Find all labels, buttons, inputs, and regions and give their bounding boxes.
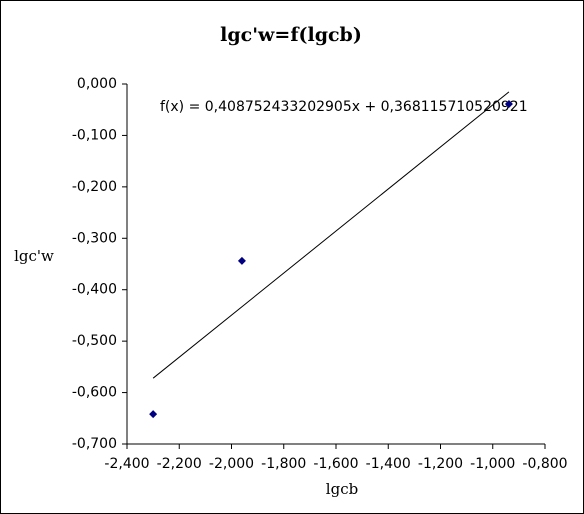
point (237, 256, 246, 265)
y-tick-label: -0,100 (72, 127, 117, 143)
trendline-equation: f(x) = 0,408752433202905x + 0,3681157105… (160, 99, 528, 115)
y-tick-label: -0,300 (72, 230, 117, 246)
y-axis-title: lgc'w (14, 247, 54, 265)
y-tick-label: -0,600 (72, 385, 117, 401)
x-tick-label: -1,800 (261, 456, 306, 472)
x-tick-label: -1,000 (470, 456, 515, 472)
y-tick-label: -0,400 (72, 282, 117, 298)
x-tick-label: -1,400 (366, 456, 411, 472)
x-tick-label: -1,600 (313, 456, 358, 472)
y-tick-label: -0,500 (72, 333, 117, 349)
x-tick-label: -2,400 (104, 456, 149, 472)
point (504, 100, 513, 109)
x-tick-label: -2,000 (209, 456, 254, 472)
x-axis-title: lgcb (326, 480, 358, 498)
y-tick-label: -0,200 (72, 179, 117, 195)
x-tick-label: -0,800 (522, 456, 567, 472)
chart-title: lgc'w=f(lgcb) (220, 24, 362, 46)
x-tick-label: -1,200 (418, 456, 463, 472)
y-tick-label: -0,700 (72, 436, 117, 452)
x-tick-label: -2,200 (157, 456, 202, 472)
point (149, 410, 158, 419)
trendline (152, 91, 510, 379)
y-tick-label: 0,000 (77, 76, 117, 92)
